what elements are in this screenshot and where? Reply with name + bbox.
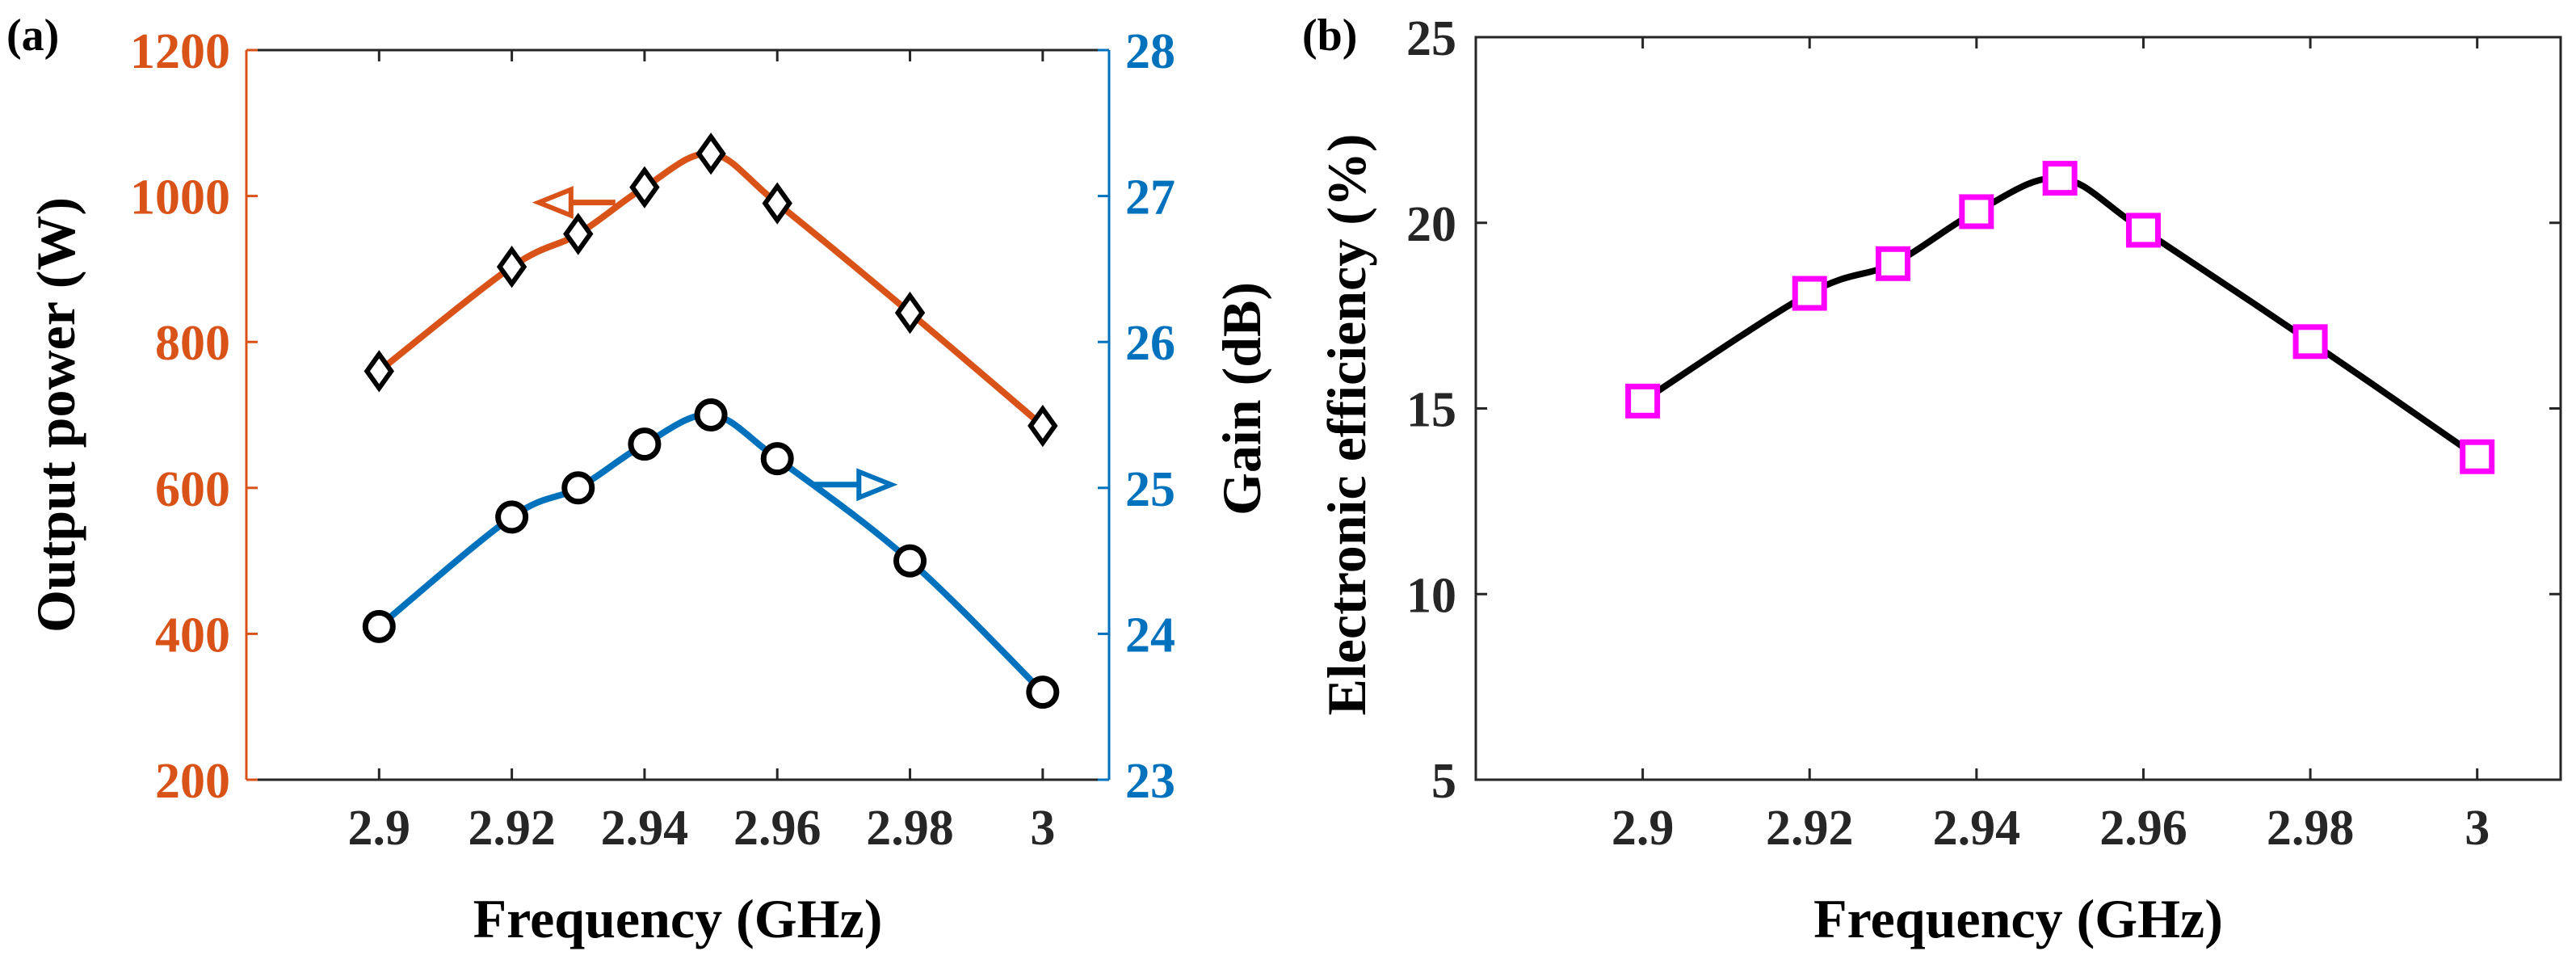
output-power-point — [363, 350, 394, 393]
y-tick-label: 5 — [1431, 754, 1456, 809]
right-y-tick-label: 26 — [1125, 316, 1175, 371]
x-tick-label: 2.94 — [601, 801, 689, 856]
efficiency-point — [2460, 439, 2495, 474]
left-y-tick-label: 400 — [155, 608, 230, 663]
gain-point — [1026, 675, 1060, 709]
efficiency-point — [1792, 276, 1827, 311]
right-y-axis-label: Gain (dB) — [1211, 282, 1272, 516]
output-power-point — [629, 166, 660, 208]
x-axis-label: Frequency (GHz) — [473, 888, 883, 949]
output-power-point — [496, 246, 527, 288]
efficiency-curve — [1641, 175, 2479, 460]
output-power-point — [1027, 404, 1058, 448]
output-power-point — [695, 133, 726, 175]
left-y-tick-label: 800 — [155, 316, 230, 371]
output-power-curve — [376, 150, 1045, 429]
gain-axis-arrow — [814, 468, 898, 502]
right-y-tick-label: 27 — [1125, 170, 1175, 225]
left-y-tick-label: 1200 — [130, 24, 230, 79]
left-y-tick-label: 600 — [155, 462, 230, 517]
x-tick-label: 2.98 — [866, 801, 954, 856]
y-tick-label: 20 — [1406, 197, 1456, 252]
right-y-tick-label: 24 — [1125, 608, 1175, 663]
left-y-axis-label: Output power (W) — [25, 197, 86, 633]
right-y-tick-label: 23 — [1125, 754, 1175, 809]
panel-a: 2.9 2.92 2.94 2.96 2.98 3 200 400 600 800 1000 1200… — [6, 11, 1272, 949]
output-power-point — [563, 213, 594, 255]
right-y-tick-label: 25 — [1125, 462, 1175, 517]
x-tick-label: 2.92 — [468, 801, 556, 856]
panel-label-a: (a) — [6, 11, 59, 61]
efficiency-point — [2042, 161, 2078, 196]
output-power-point — [894, 291, 926, 335]
panel-b: 2.9 2.92 2.94 2.96 2.98 3 5 10 15 20 25 (b) Frequenc… — [1302, 11, 2562, 949]
y-tick-label: 25 — [1406, 11, 1456, 66]
right-y-tick-label: 28 — [1125, 24, 1175, 79]
y-tick-label: 10 — [1406, 568, 1456, 623]
efficiency-point — [1625, 383, 1661, 419]
gain-point — [495, 500, 529, 534]
gain-point — [694, 398, 728, 431]
x-tick-label: 2.9 — [348, 801, 411, 856]
x-tick-label: 2.96 — [733, 801, 822, 856]
efficiency-point — [2292, 324, 2328, 360]
efficiency-point — [1876, 246, 1911, 281]
x-tick-label: 2.92 — [1766, 801, 1854, 856]
efficiency-point — [1959, 194, 1994, 229]
gain-point — [362, 609, 396, 643]
gain-curve — [376, 411, 1045, 695]
x-tick-label: 3 — [2465, 801, 2490, 856]
left-y-tick-label: 1000 — [130, 170, 230, 225]
gain-point — [760, 442, 794, 476]
y-tick-label: 15 — [1406, 383, 1456, 438]
left-y-tick-label: 200 — [155, 754, 230, 809]
gain-point — [561, 471, 595, 505]
gain-point — [628, 427, 662, 461]
y-axis-label: Electronic efficiency (%) — [1316, 133, 1377, 715]
output-power-axis-arrow — [532, 186, 616, 220]
efficiency-point — [2125, 213, 2161, 248]
x-tick-label: 3 — [1030, 801, 1055, 856]
output-power-point — [762, 182, 792, 225]
gain-point — [893, 544, 927, 578]
panel-label-b: (b) — [1302, 11, 1357, 61]
x-tick-label: 2.94 — [1933, 801, 2021, 856]
x-tick-label: 2.98 — [2267, 801, 2355, 856]
x-axis-label: Frequency (GHz) — [1813, 888, 2223, 949]
x-tick-label: 2.96 — [2099, 801, 2187, 856]
x-tick-label: 2.9 — [1612, 801, 1675, 856]
